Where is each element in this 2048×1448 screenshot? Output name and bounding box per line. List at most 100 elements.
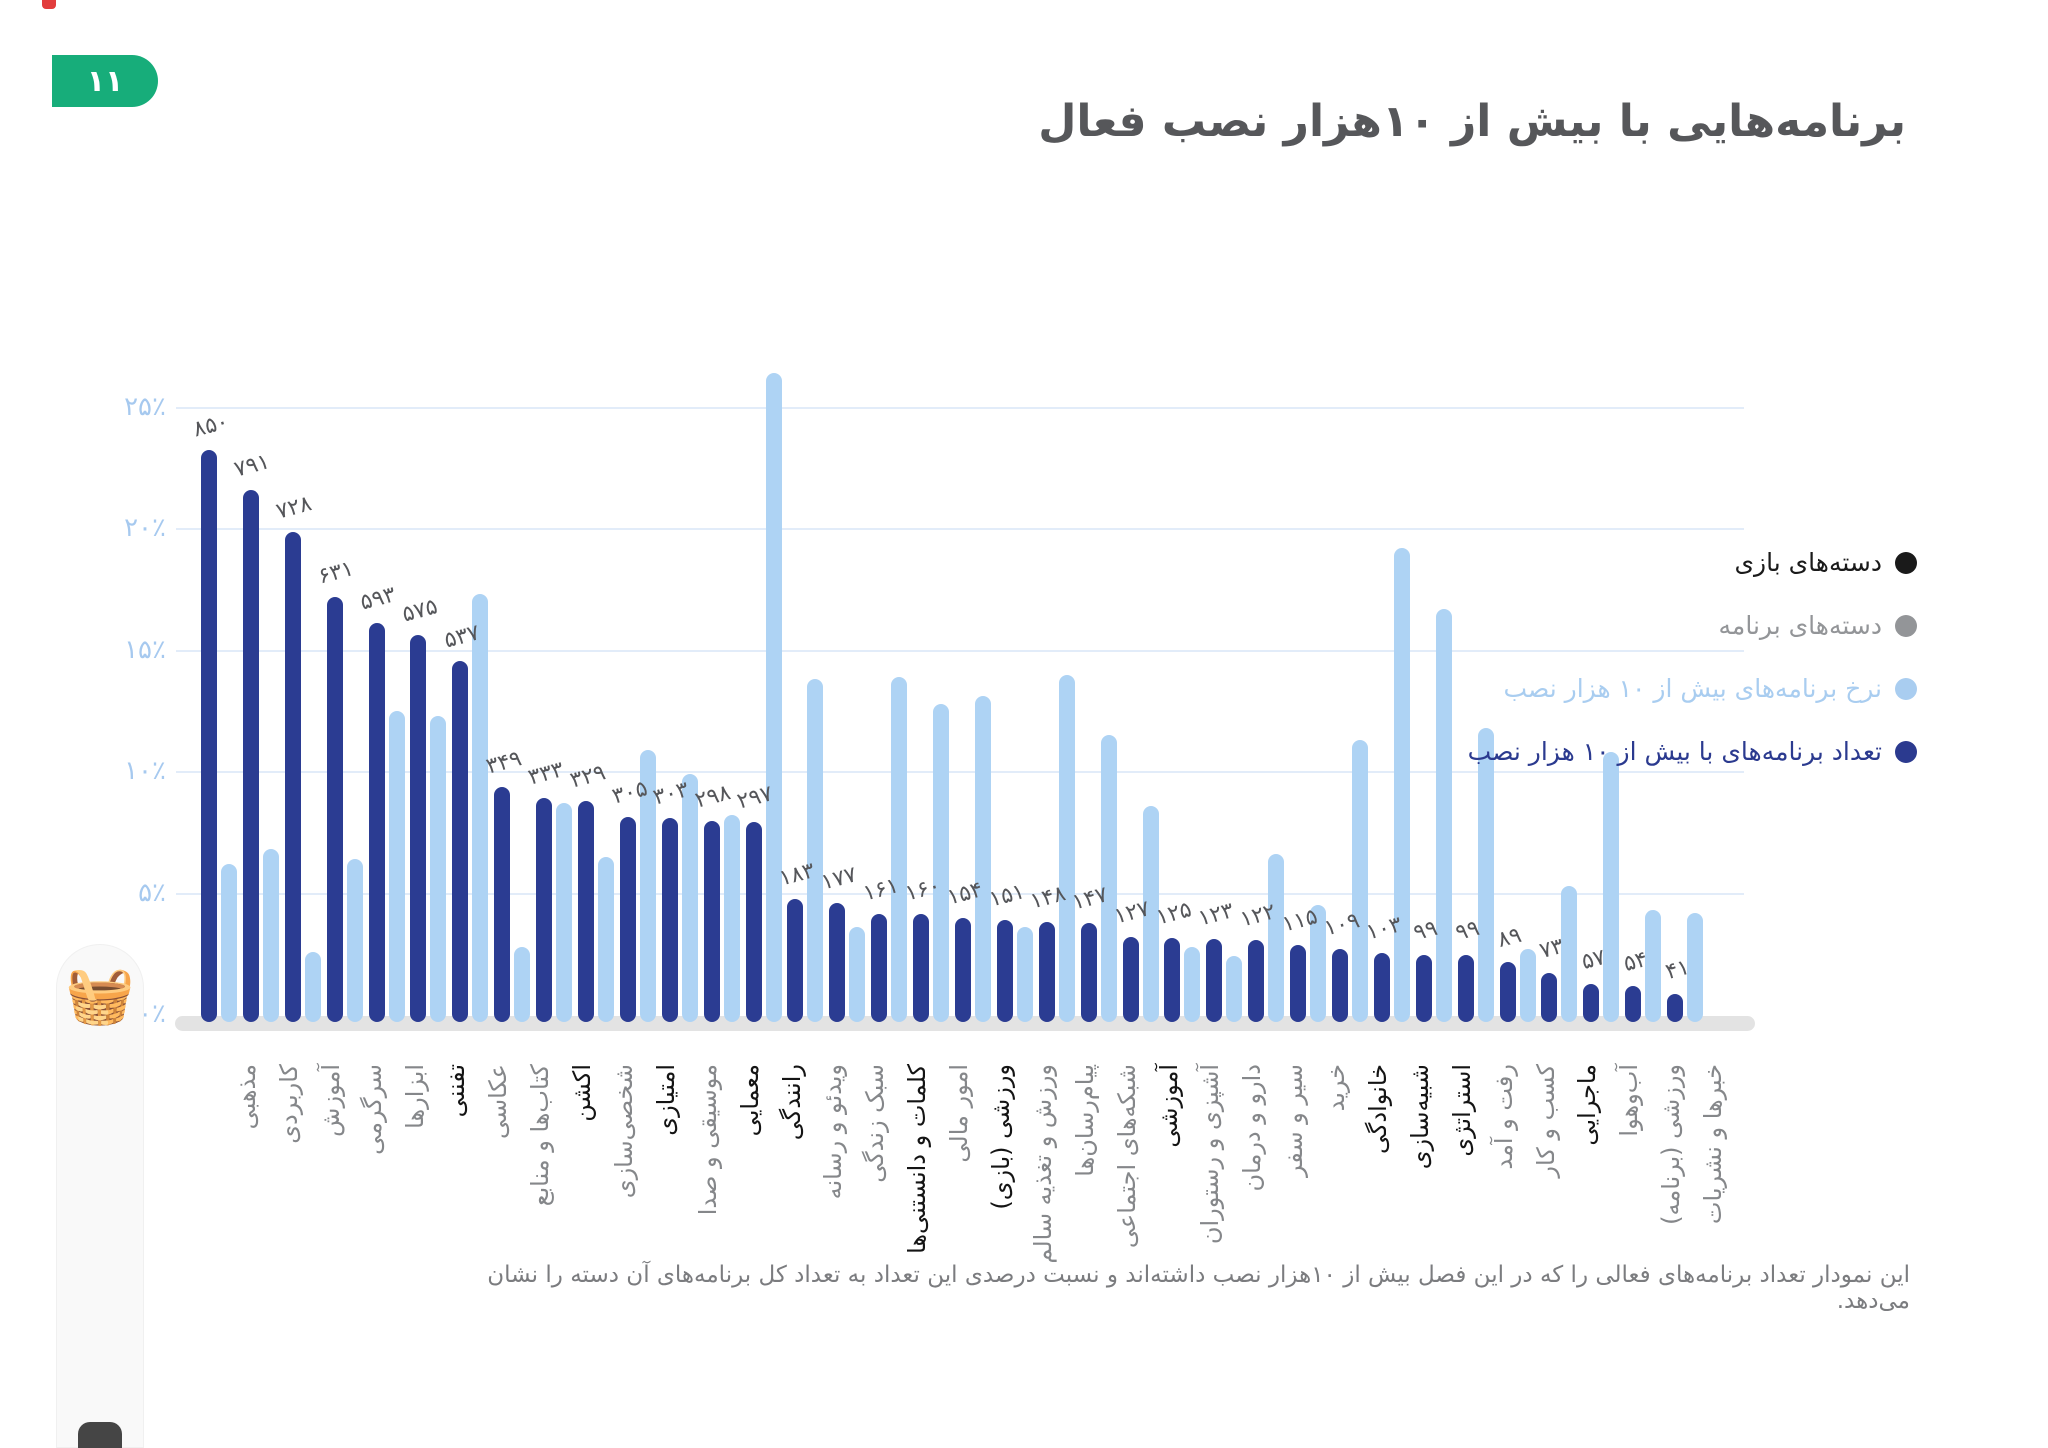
category-label: ویدئو و رسانه <box>819 1064 848 1200</box>
category-label: عکاسی <box>484 1064 513 1139</box>
count-bar <box>1164 938 1181 1022</box>
category-label: پیام‌رسان‌ها <box>1070 1064 1099 1177</box>
app-categories-dot-icon <box>1895 614 1917 637</box>
bar-group: ۱۵۴ ورزشی (بازی) <box>944 407 1015 1210</box>
count-bar <box>1457 955 1474 1022</box>
rate-bar <box>1142 806 1159 1022</box>
legend-item-app-categories: دسته‌های برنامه <box>1468 611 1917 640</box>
rate-bar <box>723 815 740 1022</box>
legend-item-count-series: تعداد برنامه‌های با بیش از ۱۰ هزار نصب <box>1468 737 1917 766</box>
bar-group: ۳۲۹ شخصی‌سازی <box>567 407 638 1198</box>
bars-area: ۸۵۰ مذهبی ۷۹۱ کاربردی ۷۲۸ آموزش ۶۳۱ سرگرمی ۵۹۳ اب… <box>190 373 1727 1264</box>
category-label: سبک زندگی <box>861 1064 890 1183</box>
rate-bar <box>388 711 405 1022</box>
rate-bar <box>849 927 866 1022</box>
count-bar <box>996 920 1013 1022</box>
bar-group: ۱۴۸ پیام‌رسان‌ها <box>1028 407 1099 1177</box>
page-number-badge: ۱۱ <box>52 55 158 107</box>
bar-group: ۶۳۱ سرگرمی <box>316 407 387 1155</box>
count-bar <box>661 818 678 1022</box>
bar-group: ۹۹ رفت و آمد <box>1453 407 1518 1170</box>
y-tick-label: ۱۰٪ <box>124 756 166 786</box>
legend-label: تعداد برنامه‌های با بیش از ۱۰ هزار نصب <box>1467 737 1882 766</box>
bar-group: ۱۴۷ شبکه‌های اجتماعی <box>1070 407 1141 1248</box>
count-bar <box>410 635 427 1022</box>
category-label: خرید <box>1322 1064 1351 1112</box>
bar-group: ۱۲۳ دارو و درمان <box>1196 407 1267 1191</box>
category-label: تفننی <box>442 1064 471 1118</box>
rate-bar <box>1435 609 1452 1022</box>
y-tick-label: ۱۵٪ <box>124 634 166 665</box>
count-bar <box>200 450 217 1022</box>
category-label: معمایی <box>735 1064 764 1137</box>
count-bar <box>1206 939 1223 1022</box>
count-bar <box>1583 984 1600 1022</box>
y-tick-label: ۲۵٪ <box>124 391 166 422</box>
category-label: ورزشی (بازی) <box>986 1064 1015 1210</box>
count-bar <box>1038 922 1055 1022</box>
count-bar <box>326 597 343 1022</box>
rate-bar <box>1603 752 1620 1022</box>
category-label: رانندگی <box>777 1064 806 1141</box>
rate-bar <box>891 677 908 1022</box>
bar-value-label: ۸۵۰ <box>190 409 231 443</box>
rate-bar <box>1184 947 1201 1022</box>
bar-group: ۹۹ استراتژی <box>1411 407 1476 1157</box>
bar-group: ۱۲۲ سیر و سفر <box>1237 407 1308 1177</box>
bar-group: ۵۷۵ تفننی <box>400 407 471 1117</box>
category-label: ابزارها <box>400 1064 429 1129</box>
count-bar <box>242 490 259 1022</box>
category-label: دارو و درمان <box>1238 1064 1267 1192</box>
gridline-5 <box>176 892 1744 895</box>
category-label: استراتژی <box>1447 1064 1476 1157</box>
rate-bar <box>1477 728 1494 1022</box>
legend-item-game-categories: دسته‌های بازی <box>1468 548 1917 577</box>
category-label: آموزش <box>316 1064 345 1137</box>
bar-group: ۱۸۳ ویدئو و رسانه <box>777 407 847 1199</box>
bar-group: ۱۱۵ خرید <box>1279 407 1350 1111</box>
count-bar <box>1373 953 1390 1022</box>
category-label: آشپزی و رستوران <box>1196 1064 1225 1245</box>
chart-legend: دسته‌های بازی دسته‌های برنامه نرخ برنامه… <box>1468 548 1917 766</box>
basket-icon: 🧺 <box>65 963 135 1028</box>
rate-bar <box>1310 905 1327 1022</box>
bar-group: ۱۰۳ شبیه‌سازی <box>1363 407 1434 1169</box>
bar-group: ۳۳۳ اکشن <box>525 407 596 1122</box>
bar-group: ۲۹۸ معمایی <box>693 407 764 1136</box>
rate-bar <box>514 947 531 1022</box>
category-label: رفت و آمد <box>1489 1064 1518 1170</box>
bar-group: ۳۴۹ کتاب‌ها و منابع <box>483 407 554 1206</box>
count-bar <box>619 817 636 1022</box>
rate-bar <box>430 716 447 1022</box>
category-label: اکشن <box>568 1064 597 1122</box>
rate-bar <box>1561 886 1578 1022</box>
bar-group: ۱۲۷ آموزشی <box>1112 407 1183 1148</box>
category-label: کسب و کار <box>1531 1064 1560 1178</box>
rate-bar <box>1687 913 1704 1022</box>
count-bar <box>1248 940 1265 1022</box>
bar-value-label: ۸۹ <box>1495 922 1525 954</box>
rate-bar <box>220 864 237 1022</box>
game-categories-dot-icon <box>1895 551 1917 574</box>
category-label: سیر و سفر <box>1280 1064 1309 1177</box>
count-series-dot-icon <box>1895 740 1917 763</box>
category-label: شخصی‌سازی <box>609 1064 638 1199</box>
legend-label: نرخ برنامه‌های بیش از ۱۰ هزار نصب <box>1503 674 1883 703</box>
rate-bar <box>1058 675 1075 1022</box>
bar-group: ۱۷۷ سبک زندگی <box>819 407 890 1183</box>
bar-group: ۷۲۸ آموزش <box>274 407 345 1137</box>
rate-bar <box>472 594 489 1022</box>
category-label: شبکه‌های اجتماعی <box>1112 1064 1141 1249</box>
gridline-10 <box>176 771 1744 773</box>
page-number: ۱۱ <box>86 63 124 99</box>
count-bar <box>703 821 720 1022</box>
category-label: ورزش و تغذیه سالم <box>1028 1064 1057 1264</box>
bar-group: ۸۹ کسب و کار <box>1495 407 1559 1178</box>
rate-bar <box>974 696 991 1022</box>
count-bar <box>829 903 846 1022</box>
bar-group: ۵۹۳ ابزارها <box>358 407 429 1129</box>
bar-group: ۴۱ خبرها و نشریات <box>1663 407 1727 1224</box>
chart-footnote: این نمودار تعداد برنامه‌های فعالی را که … <box>487 1262 1910 1314</box>
bar-group: ۱۲۵ آشپزی و رستوران <box>1154 407 1225 1244</box>
count-bar <box>1080 923 1097 1022</box>
